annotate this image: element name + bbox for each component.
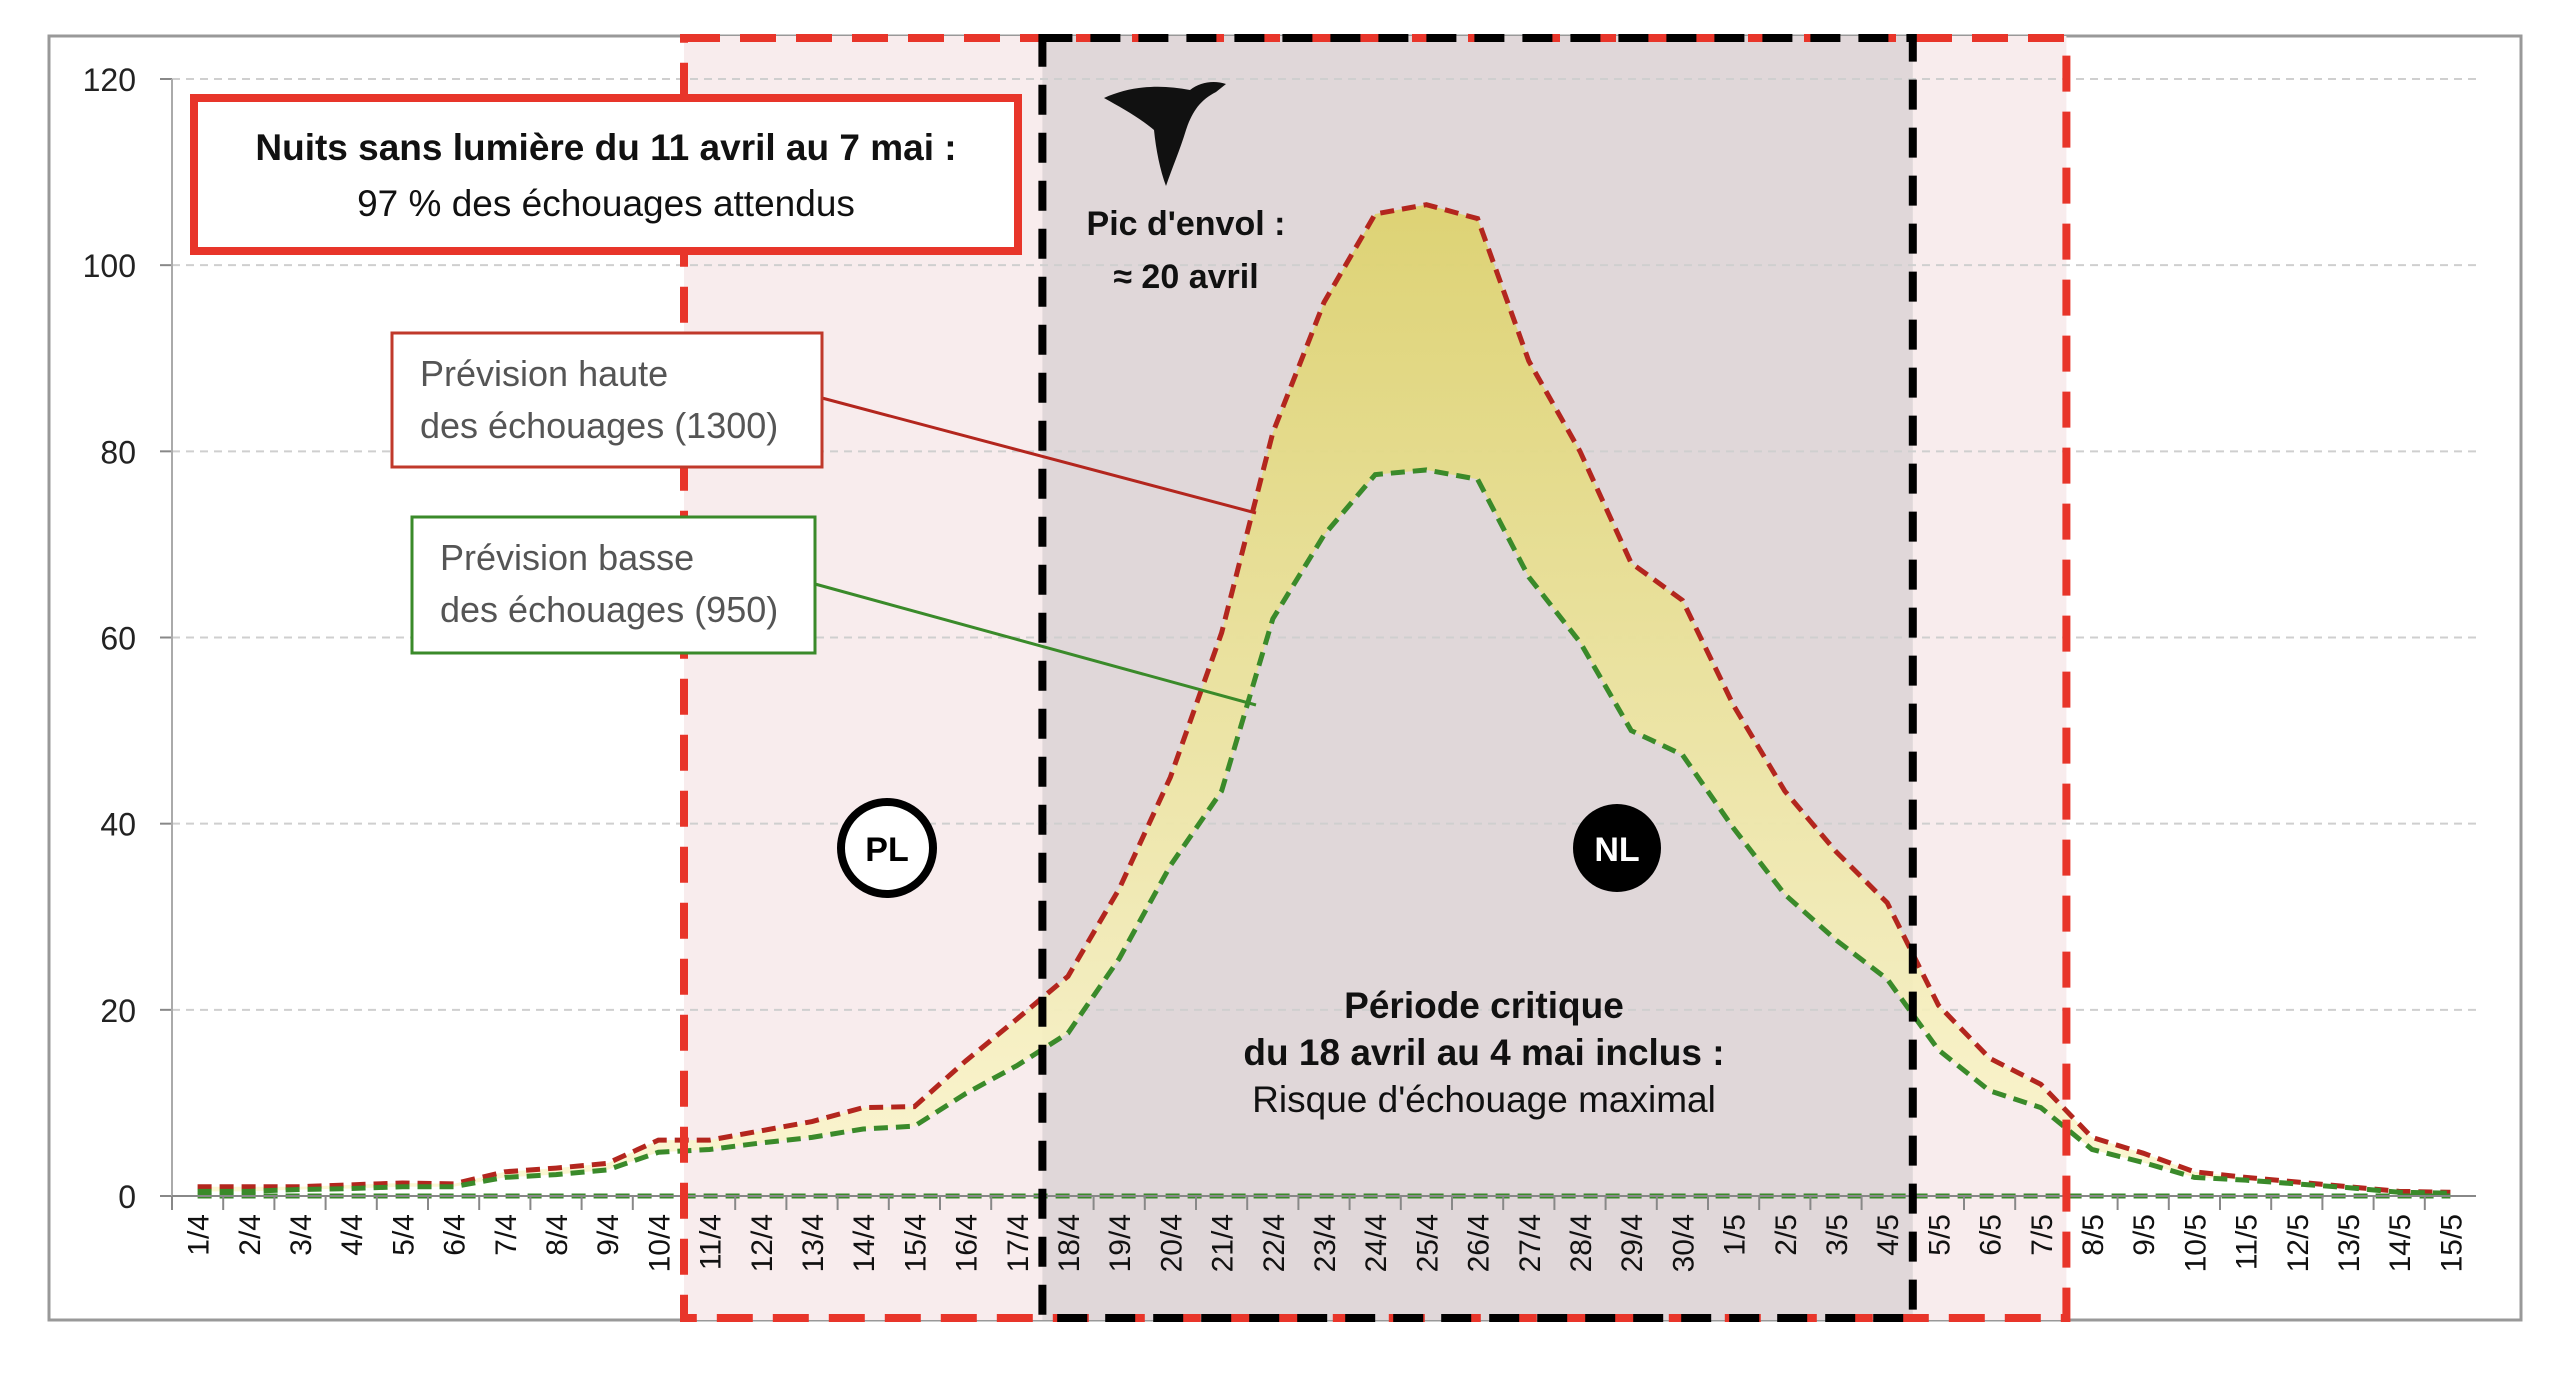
x-tick-label: 3/5 [1821,1214,1854,1256]
pl-badge: PL [865,831,908,869]
x-tick-label: 7/4 [490,1214,523,1256]
peak-line2: ≈ 20 avril [1113,258,1258,296]
x-tick-label: 14/4 [848,1214,881,1272]
x-tick-label: 2/4 [234,1214,267,1256]
x-tick-label: 15/4 [899,1214,932,1272]
x-tick-label: 29/4 [1616,1214,1649,1272]
low-callout-line2: des échouages (950) [440,589,778,630]
y-tick-label: 120 [83,62,136,98]
x-tick-label: 14/5 [2384,1214,2417,1272]
critical-line3: Risque d'échouage maximal [1252,1079,1716,1120]
high-callout-leader [821,396,1257,515]
critical-line2: du 18 avril au 4 mai inclus : [1243,1032,1724,1073]
x-tick-label: 11/4 [695,1214,728,1270]
y-tick-label: 100 [83,248,136,284]
x-tick-label: 10/5 [2179,1214,2212,1272]
x-tick-label: 26/4 [1463,1214,1496,1272]
x-tick-label: 3/4 [285,1214,318,1256]
x-tick-label: 12/4 [746,1214,779,1272]
x-tick-label: 22/4 [1258,1214,1291,1272]
x-tick-label: 9/4 [592,1214,625,1256]
x-tick-label: 8/4 [541,1214,574,1256]
x-tick-label: 2/5 [1770,1214,1803,1256]
x-tick-label: 17/4 [1002,1214,1035,1272]
x-tick-label: 10/4 [643,1214,676,1272]
low-callout-box [410,515,817,655]
low-callout-line1: Prévision basse [440,537,694,578]
x-tick-label: 5/4 [387,1214,420,1256]
x-tick-label: 11/5 [2231,1214,2264,1270]
high-callout-line2: des échouages (1300) [420,405,778,446]
x-tick-label: 30/4 [1667,1214,1700,1272]
nl-badge: NL [1594,831,1639,869]
x-tick-label: 15/5 [2435,1214,2468,1272]
low-forecast-line [197,467,2451,1196]
x-tick-label: 6/4 [439,1214,472,1256]
light-period-border [680,34,2071,1322]
y-tick-label: 80 [100,434,136,470]
x-tick-label: 21/4 [1207,1214,1240,1272]
x-tick-label: 12/5 [2282,1214,2315,1272]
peak-line1: Pic d'envol : [1087,205,1286,243]
x-tick-label: 13/5 [2333,1214,2366,1272]
x-tick-label: 5/5 [1923,1214,1956,1256]
x-tick-label: 4/5 [1872,1214,1905,1256]
y-tick-label: 20 [100,993,136,1029]
bird-icon [1104,82,1226,186]
x-tick-label: 23/4 [1309,1214,1342,1272]
x-tick-label: 24/4 [1360,1214,1393,1272]
pl-badge-circle [837,798,937,898]
low-callout-leader [814,582,1257,707]
x-tick-label: 13/4 [797,1214,830,1272]
x-tick-label: 4/4 [336,1214,369,1256]
y-tick-label: 0 [118,1179,136,1215]
high-callout-line1: Prévision haute [420,353,668,394]
x-tick-label: 1/4 [183,1214,216,1256]
x-tick-label: 25/4 [1411,1214,1444,1272]
y-tick-label: 40 [100,807,136,843]
critical-line1: Période critique [1344,985,1624,1026]
high-callout-box [390,331,824,469]
headline-sub: 97 % des échouages attendus [357,183,855,224]
y-tick-label: 60 [100,621,136,657]
x-tick-label: 6/5 [1975,1214,2008,1256]
x-tick-label: 16/4 [951,1214,984,1272]
headline-box [190,94,1022,255]
critical-period-border [1038,34,1917,1322]
x-tick-label: 8/5 [2077,1214,2110,1256]
forecast-band-fill [197,204,2451,1194]
x-tick-label: 19/4 [1104,1214,1137,1272]
x-tick-label: 20/4 [1155,1214,1188,1272]
x-tick-label: 28/4 [1565,1214,1598,1272]
nl-badge-circle [1573,804,1661,892]
x-tick-label: 18/4 [1053,1214,1086,1272]
x-tick-label: 1/5 [1719,1214,1752,1256]
x-tick-label: 27/4 [1514,1214,1547,1272]
x-tick-label: 7/5 [2026,1214,2059,1256]
headline-bold: Nuits sans lumière du 11 avril au 7 mai … [255,127,956,168]
x-tick-label: 9/5 [2128,1214,2161,1256]
